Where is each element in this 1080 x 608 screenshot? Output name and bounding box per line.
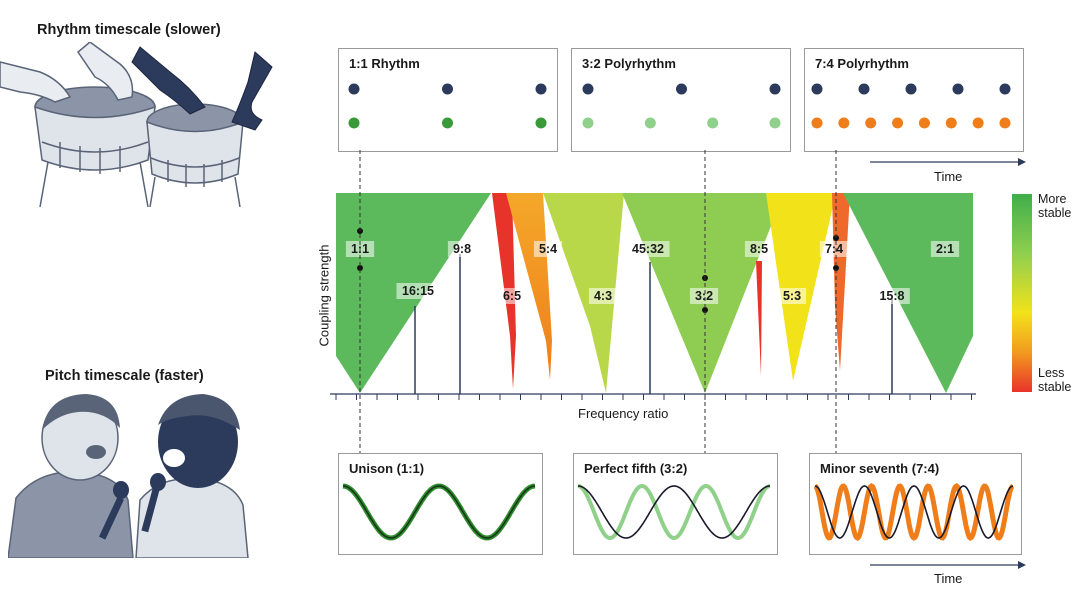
svg-text:2:1: 2:1 — [936, 242, 954, 256]
panel-title: Unison (1:1) — [349, 461, 425, 476]
beat-dot — [348, 117, 360, 129]
beat-dot — [858, 83, 870, 95]
legend-less-stable: Less stable — [1038, 366, 1072, 394]
beat-dot — [945, 117, 957, 129]
svg-text:16:15: 16:15 — [402, 284, 434, 298]
panel-title: 1:1 Rhythm — [349, 56, 420, 71]
ratio-label: 2:1 — [930, 241, 960, 257]
beat-dot — [952, 83, 964, 95]
beat-dot — [769, 117, 781, 129]
ratio-label: 9:8 — [447, 241, 477, 257]
beat-dot — [769, 83, 781, 95]
beat-dot — [972, 117, 984, 129]
time-label-bottom: Time — [934, 571, 963, 586]
panel-title: 7:4 Polyrhythm — [815, 56, 909, 71]
beat-dot — [535, 83, 547, 95]
svg-text:45:32: 45:32 — [632, 242, 664, 256]
svg-text:5:4: 5:4 — [539, 242, 557, 256]
svg-text:5:3: 5:3 — [783, 289, 801, 303]
beat-dot — [707, 117, 719, 129]
svg-text:7:4: 7:4 — [825, 242, 843, 256]
beat-dot — [905, 83, 917, 95]
pitch-heading: Pitch timescale (faster) — [45, 368, 204, 384]
singers-illustration — [8, 394, 249, 558]
beat-dot — [865, 117, 877, 129]
ratio-label: 16:15 — [396, 283, 440, 299]
svg-text:6:5: 6:5 — [503, 289, 521, 303]
svg-text:9:8: 9:8 — [453, 242, 471, 256]
beat-dot — [582, 117, 594, 129]
wave-fifth-high — [577, 483, 771, 541]
panel-minor-seventh: Minor seventh (7:4) — [809, 453, 1022, 555]
panel-title: 3:2 Polyrhythm — [582, 56, 676, 71]
beat-dot — [582, 83, 594, 95]
ratio-label: 45:32 — [626, 241, 670, 257]
rhythm-heading: Rhythm timescale (slower) — [37, 22, 221, 38]
beat-dot — [442, 117, 453, 129]
light-hands — [0, 42, 134, 103]
tongue-5-3 — [766, 193, 836, 381]
dark-hands — [131, 46, 273, 131]
ratio-label: 5:4 — [533, 241, 563, 257]
rhythm-beat-dots — [348, 83, 1011, 129]
legend-more-stable: More stable — [1038, 192, 1072, 220]
ratio-label: 8:5 — [744, 241, 774, 257]
ratio-label: 4:3 — [588, 288, 618, 304]
ratio-lines — [414, 254, 893, 394]
beat-dot — [838, 117, 850, 129]
beat-dot — [811, 117, 823, 129]
beat-dot — [999, 117, 1011, 129]
right-drum — [146, 103, 244, 207]
ratio-label: 7:4 — [819, 241, 849, 257]
stability-colorbar — [1012, 194, 1032, 392]
wave-fifth-low — [577, 485, 771, 539]
beat-dot — [644, 117, 656, 129]
panel-7-4-polyrhythm: 7:4 Polyrhythm — [804, 48, 1024, 152]
tongue-5-4 — [506, 193, 552, 380]
beat-dot — [442, 83, 453, 95]
wave-unison-a — [342, 483, 536, 541]
beat-dot — [811, 83, 823, 95]
panel-unison: Unison (1:1) — [338, 453, 543, 555]
time-arrow-bottom — [870, 561, 1026, 569]
tongue-8-5 — [756, 261, 762, 376]
panel-1-1-rhythm: 1:1 Rhythm — [338, 48, 558, 152]
ratio-label: 5:3 — [777, 288, 807, 304]
beat-dot — [676, 83, 687, 95]
panel-title: Minor seventh (7:4) — [820, 461, 940, 476]
x-axis-label: Frequency ratio — [578, 406, 669, 421]
time-arrow-top — [870, 158, 1026, 166]
beat-dot — [348, 83, 360, 95]
tongue-4-3 — [543, 193, 624, 393]
beat-dot — [999, 83, 1011, 95]
svg-text:8:5: 8:5 — [750, 242, 768, 256]
panel-3-2-polyrhythm: 3:2 Polyrhythm — [571, 48, 791, 152]
tongue-6-5 — [492, 193, 516, 389]
beat-dot — [918, 117, 930, 129]
ratio-label: 3:2 — [689, 288, 719, 304]
drummers-illustration — [0, 42, 273, 207]
wave-unison-b — [342, 485, 536, 539]
wave-seventh-low — [814, 485, 1014, 539]
microphones — [98, 473, 166, 540]
beat-dot — [892, 117, 904, 129]
right-singer — [135, 394, 249, 558]
ratio-label: 15:8 — [874, 288, 910, 304]
panel-title: Perfect fifth (3:2) — [584, 461, 688, 476]
svg-text:15:8: 15:8 — [879, 289, 904, 303]
beat-dot — [535, 117, 547, 129]
svg-text:3:2: 3:2 — [695, 289, 713, 303]
time-label-top: Time — [934, 169, 963, 184]
ratio-label: 6:5 — [497, 288, 527, 304]
wave-seventh-high — [813, 483, 1015, 541]
svg-text:4:3: 4:3 — [594, 289, 612, 303]
